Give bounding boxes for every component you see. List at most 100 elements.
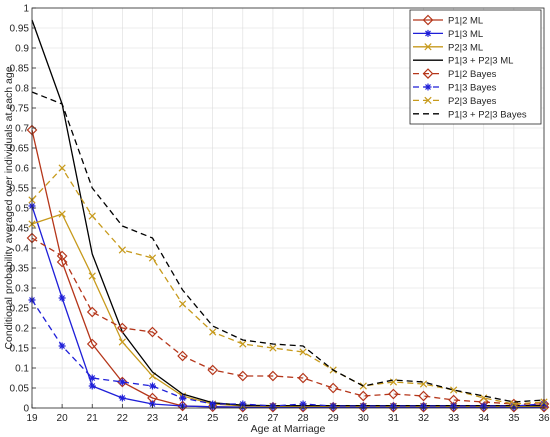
- data-point: [177, 400, 188, 412]
- y-tick-label: 0.1: [15, 364, 29, 375]
- data-point: [148, 254, 157, 262]
- data-point: [118, 394, 126, 402]
- x-tick-label: 31: [388, 413, 400, 424]
- data-point: [207, 401, 219, 413]
- data-point: [178, 300, 187, 308]
- y-axis-label: Conditional probability averaged over in…: [3, 66, 15, 349]
- data-point: [147, 326, 158, 338]
- y-tick-label: 0: [23, 404, 29, 415]
- series-line: [31, 213, 544, 408]
- data-point: [327, 382, 339, 394]
- y-tick-label: 0.55: [10, 184, 30, 195]
- series-line: [31, 91, 545, 403]
- data-point: [179, 394, 187, 402]
- x-tick-label: 27: [267, 413, 279, 424]
- y-tick-label: 0.95: [10, 24, 30, 35]
- x-axis-ticks: 19 20 21 22 23 24 25 26 27 28 29 30 31 32 33 34 35 36: [26, 404, 550, 424]
- data-point: [118, 338, 126, 346]
- x-tick-label: 30: [358, 413, 370, 424]
- data-point: [88, 212, 96, 220]
- x-tick-label: 32: [418, 413, 430, 424]
- y-axis-ticks: 0 0.05 0.1 0.15 0.2 0.25 0.3 0.35 0.4 0.45 0.5 0.55…: [10, 4, 36, 415]
- data-point: [450, 386, 458, 394]
- x-tick-label: 22: [117, 413, 129, 424]
- x-tick-label: 19: [26, 413, 38, 424]
- data-point: [117, 376, 128, 388]
- y-tick-label: 0.45: [10, 224, 30, 235]
- data-point: [148, 382, 156, 390]
- y-tick-label: 0.2: [15, 324, 29, 335]
- legend: P1|2 ML P1|3 ML P2|3 ML P1|3 + P2|3 ML P1|2 …: [409, 9, 542, 125]
- y-tick-label: 0.25: [10, 304, 30, 315]
- legend-box: [409, 9, 542, 125]
- x-tick-label: 28: [297, 413, 309, 424]
- data-point: [424, 83, 432, 91]
- x-axis-label: Age at Marriage: [251, 423, 326, 435]
- data-point: [88, 272, 96, 280]
- y-tick-label: 0.3: [15, 284, 29, 295]
- y-tick-label: 1: [23, 4, 29, 15]
- y-tick-label: 0.15: [10, 344, 30, 355]
- legend-item: P1|3 Bayes: [413, 83, 497, 94]
- x-tick-label: 21: [87, 413, 99, 424]
- legend-label: P2|3 Bayes: [448, 96, 497, 107]
- data-point: [118, 378, 126, 386]
- series-p1-3-p2-3-bayes: [31, 91, 545, 403]
- series-group: [26, 19, 550, 413]
- data-point: [177, 350, 188, 362]
- series-line: [31, 299, 545, 407]
- data-point: [58, 294, 66, 302]
- legend-label: P1|2 Bayes: [448, 69, 497, 80]
- y-tick-label: 0.4: [15, 244, 29, 255]
- data-point: [58, 164, 66, 172]
- data-point: [88, 382, 96, 390]
- legend-label: P2|3 ML: [448, 42, 483, 53]
- data-point: [299, 348, 307, 356]
- x-tick-label: 24: [177, 413, 189, 424]
- legend-item: P2|3 Bayes: [413, 96, 497, 107]
- legend-item: P1|3 + P2|3 Bayes: [413, 109, 527, 120]
- x-tick-label: 35: [508, 413, 520, 424]
- y-tick-label: 0.35: [10, 264, 30, 275]
- y-tick-label: 0.9: [15, 44, 29, 55]
- data-point: [424, 96, 432, 105]
- data-point: [207, 364, 219, 376]
- legend-item: P1|3 + P2|3 ML: [413, 56, 513, 67]
- x-tick-label: 25: [207, 413, 219, 424]
- x-tick-label: 20: [57, 413, 69, 424]
- legend-label: P1|3 ML: [448, 29, 483, 40]
- legend-item: P1|2 Bayes: [413, 68, 497, 80]
- series-line: [31, 237, 544, 405]
- data-point: [117, 322, 128, 334]
- data-point: [209, 328, 217, 336]
- x-tick-label: 36: [538, 413, 550, 424]
- x-tick-label: 34: [478, 413, 490, 424]
- series-line: [31, 205, 544, 408]
- y-tick-label: 0.05: [10, 384, 30, 395]
- data-point: [239, 340, 247, 348]
- data-point: [388, 388, 399, 400]
- y-tick-label: 0.6: [15, 164, 29, 175]
- series-p1-2-bayes: [26, 232, 550, 410]
- data-point: [58, 210, 66, 218]
- legend-label: P1|3 Bayes: [448, 83, 497, 94]
- y-tick-label: 0.8: [15, 84, 29, 95]
- data-point: [86, 338, 98, 350]
- legend-label: P1|3 + P2|3 ML: [448, 56, 513, 67]
- series-line: [31, 19, 544, 407]
- series-p1-3-p2-3-ml: [31, 19, 544, 407]
- legend-label: P1|3 + P2|3 Bayes: [448, 109, 527, 120]
- data-point: [357, 390, 369, 402]
- legend-label: P1|2 ML: [448, 16, 483, 27]
- data-point: [424, 43, 432, 51]
- data-point: [237, 370, 249, 382]
- data-point: [118, 246, 126, 254]
- x-tick-label: 26: [237, 413, 249, 424]
- x-tick-label: 29: [328, 413, 340, 424]
- legend-item: P2|3 ML: [413, 42, 483, 53]
- data-point: [56, 250, 68, 262]
- y-tick-label: 0.5: [15, 204, 29, 215]
- data-point: [422, 14, 434, 26]
- data-point: [418, 390, 429, 402]
